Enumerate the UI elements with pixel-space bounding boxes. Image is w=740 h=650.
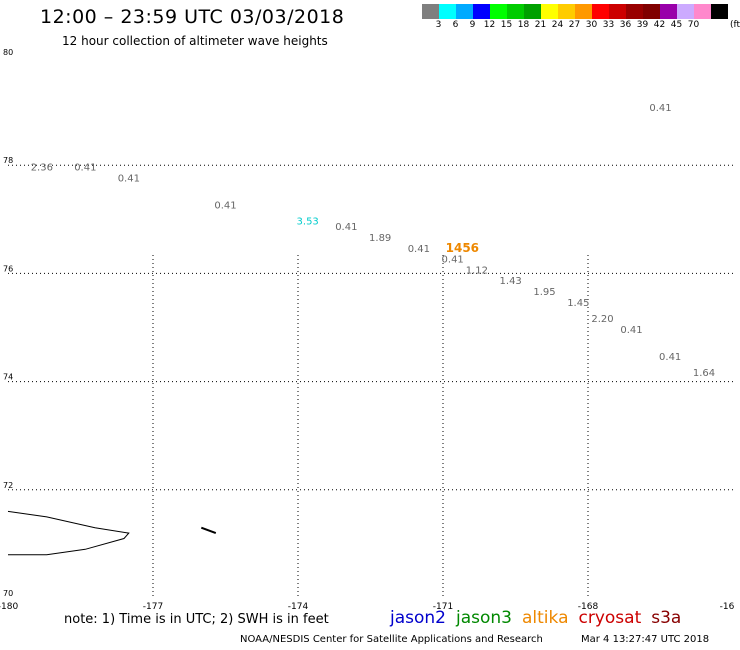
generated-timestamp: Mar 4 13:27:47 UTC 2018: [581, 634, 710, 645]
scale-label: 45: [670, 20, 683, 30]
scale-swatch: [422, 4, 439, 19]
data-label-s3a: 0.41: [74, 163, 96, 174]
chart-subtitle: 12 hour collection of altimeter wave hei…: [62, 34, 328, 48]
scale-swatch: [507, 4, 524, 19]
small-island: [200, 526, 217, 535]
legend-altika: altika: [522, 608, 569, 628]
scale-swatch: [558, 4, 575, 19]
scale-swatch: [456, 4, 473, 19]
siberia-coast: [7, 510, 130, 556]
data-label-s3a: 0.41: [408, 244, 430, 255]
wave-height-color-scale: [422, 4, 728, 19]
scale-label: 33: [602, 20, 615, 30]
data-label-s3a: 1.64: [693, 368, 715, 379]
data-label-s3a: 0.41: [335, 222, 357, 233]
y-tick-label: 78: [3, 156, 13, 165]
x-tick-label: -174: [288, 602, 309, 612]
scale-label: 15: [500, 20, 513, 30]
x-tick-label: -180: [0, 602, 18, 612]
y-tick-label: 74: [3, 373, 13, 382]
scale-label: 12: [483, 20, 496, 30]
data-label-s3a: 2.36: [31, 163, 53, 174]
scale-label: 70: [687, 20, 700, 30]
chart-title: 12:00 – 23:59 UTC 03/03/2018: [40, 6, 345, 28]
scale-label: 27: [568, 20, 581, 30]
scale-label: 39: [636, 20, 649, 30]
y-tick-label: 72: [3, 481, 13, 490]
data-label-s3a: 2.20: [591, 314, 613, 325]
legend-jason3: jason3: [456, 608, 512, 628]
scale-label: 9: [469, 20, 476, 30]
scale-label: 21: [534, 20, 547, 30]
data-label-s3a: 0.41: [649, 103, 671, 114]
scale-label: 24: [551, 20, 564, 30]
scale-swatch: [524, 4, 541, 19]
data-label-s3a: 1.45: [567, 298, 589, 309]
y-tick-label: 70: [3, 589, 13, 598]
y-tick-label: 76: [3, 264, 13, 273]
footnote: note: 1) Time is in UTC; 2) SWH is in fe…: [64, 612, 329, 627]
scale-label: 42: [653, 20, 666, 30]
scale-swatch: [711, 4, 728, 19]
legend-jason2: jason2: [390, 608, 446, 628]
legend-s3a: s3a: [651, 608, 682, 628]
y-tick-label: 80: [3, 48, 13, 57]
scale-swatch: [575, 4, 592, 19]
data-label-s3a: 0.41: [620, 325, 642, 336]
scale-label: 3: [435, 20, 442, 30]
scale-label: 30: [585, 20, 598, 30]
scale-swatch: [473, 4, 490, 19]
data-label-cyan: 3.53: [297, 217, 319, 228]
legend-cryosat: cryosat: [578, 608, 642, 628]
data-label-s3a: 0.41: [214, 200, 236, 211]
scale-swatch: [643, 4, 660, 19]
data-label-s3a: 1.43: [500, 276, 522, 287]
color-scale-labels: 3 6 9 12 15 18 21 24 27 30 33 36 39 42 45 70: [422, 20, 740, 32]
scale-swatch: [609, 4, 626, 19]
scale-swatch: [541, 4, 558, 19]
data-label-s3a: 0.41: [442, 255, 464, 266]
x-tick-label: -168: [578, 602, 599, 612]
scale-swatch: [677, 4, 694, 19]
data-label-altika: 1456: [446, 241, 479, 255]
scale-label: 36: [619, 20, 632, 30]
scale-label: 6: [452, 20, 459, 30]
data-label-s3a: 1.12: [466, 265, 488, 276]
scale-swatch: [660, 4, 677, 19]
x-tick-label: -171: [433, 602, 453, 612]
credit-line: NOAA/NESDIS Center for Satellite Applica…: [240, 634, 543, 645]
scale-swatch: [592, 4, 609, 19]
data-label-s3a: 1.95: [533, 287, 555, 298]
data-label-s3a: 0.41: [118, 173, 140, 184]
x-tick-label: -177: [143, 602, 163, 612]
data-label-s3a: 1.89: [369, 233, 391, 244]
color-scale-unit: (ft): [730, 20, 740, 30]
scale-swatch: [626, 4, 643, 19]
satellite-legend: jason2 jason3 altika cryosat s3a: [390, 608, 691, 628]
scale-label: 18: [517, 20, 530, 30]
scale-swatch: [490, 4, 507, 19]
scale-swatch: [439, 4, 456, 19]
data-label-s3a: 0.41: [659, 352, 681, 363]
x-tick-label: -16: [720, 602, 735, 612]
scale-swatch: [694, 4, 711, 19]
